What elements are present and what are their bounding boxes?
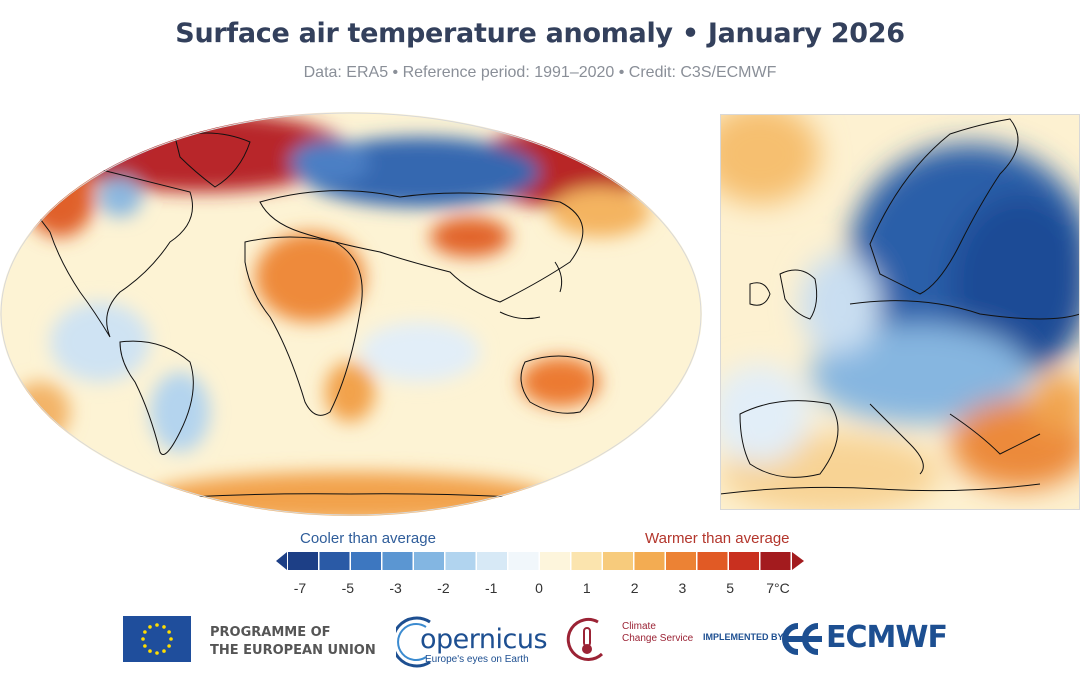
copernicus-logo-icon: [396, 616, 431, 668]
warm-anomaly-australia: [520, 357, 600, 407]
colorbar-tick-label: -5: [341, 580, 355, 596]
cool-anomaly-indian-ocean: [360, 322, 480, 382]
eu-flag-icon: [123, 616, 191, 662]
japan-coast: [554, 261, 563, 293]
warm-anomaly-black-sea: [1030, 374, 1080, 434]
colorbar-swatch: [571, 552, 602, 570]
warm-anomaly-pacific-north: [550, 187, 650, 237]
ecmwf-wordmark: ECMWF: [826, 620, 948, 655]
world-map-border: [0, 112, 702, 516]
eurasia-coast: [259, 190, 584, 303]
temperature-colorbar: [276, 552, 804, 570]
colorbar-swatch: [729, 552, 759, 570]
colorbar-tick-label: 2: [630, 580, 639, 596]
italy-coast: [869, 403, 924, 475]
colorbar-right-arrow: [792, 552, 804, 570]
warm-anomaly-sahara: [255, 232, 365, 322]
eu-star-icon: [167, 644, 171, 648]
north-america-coast: [9, 164, 193, 338]
colorbar-swatch: [508, 552, 539, 570]
colorbar-tick-label: 3: [678, 580, 687, 596]
indonesia-coast: [499, 311, 541, 320]
eu-line2: THE EUROPEAN UNION: [210, 643, 376, 658]
cool-anomaly-central-europe: [810, 324, 1030, 424]
c3s-line2: Change Service: [622, 633, 694, 644]
iberia-coast: [739, 400, 839, 478]
eu-star-icon: [148, 649, 152, 653]
colorbar-tick-label: 5: [726, 580, 735, 596]
eu-star-icon: [148, 625, 152, 629]
cold-anomaly-hudson: [98, 177, 142, 217]
europe-coastlines: [720, 118, 1080, 495]
footer-logos: PROGRAMME OF THE EUROPEAN UNION opernicu…: [0, 604, 1080, 675]
colorbar-swatch: [477, 552, 507, 570]
balkans-coast: [949, 413, 1041, 455]
cool-anomaly-south-america: [150, 372, 210, 452]
page-title: Surface air temperature anomaly • Januar…: [175, 18, 905, 49]
south-america-coast: [119, 340, 194, 455]
warm-anomaly-tibet: [430, 217, 510, 257]
eu-star-icon: [155, 651, 159, 655]
cool-anomaly-north-sea: [800, 254, 880, 354]
europe-anomaly-map: [720, 114, 1080, 510]
colorbar-swatch: [760, 552, 791, 570]
colorbar-swatch: [414, 552, 444, 570]
copernicus-wordmark: opernicus: [420, 624, 548, 655]
eu-star-icon: [155, 623, 159, 627]
eu-star-icon: [162, 625, 166, 629]
colorbar-swatch: [351, 552, 381, 570]
cold-anomaly-western-russia: [950, 194, 1080, 374]
warm-anomaly-alaska-west: [25, 157, 95, 237]
eu-star-icon: [169, 637, 173, 641]
colorbar-swatch: [445, 552, 476, 570]
colorbar-tick-label: 0: [535, 580, 543, 596]
world-anomaly-map: [0, 112, 702, 516]
colorbar-tick-label: -3: [389, 580, 402, 596]
ireland-coast: [749, 282, 771, 306]
cold-anomaly-scandinavia: [290, 140, 370, 184]
eu-programme-text: PROGRAMME OF THE EUROPEAN UNION: [210, 624, 376, 660]
cool-anomaly-pacific: [50, 302, 150, 382]
colorbar-tick-label: 7°C: [766, 580, 790, 596]
colorbar-swatch: [540, 552, 570, 570]
colorbar-tick-label: -2: [437, 580, 450, 596]
continent-north-coast: [849, 300, 1080, 320]
colorbar-tick-label: 1: [582, 580, 591, 596]
cold-anomaly-arctic-west: [20, 112, 140, 152]
britain-coast: [779, 269, 818, 320]
australia-coast: [520, 355, 594, 414]
colorbar-swatch: [634, 552, 665, 570]
legend-cooler-label: Cooler than average: [300, 530, 436, 547]
colorbar-tick-label: -7: [293, 580, 307, 596]
colorbar-swatch: [319, 552, 350, 570]
copernicus-tagline: Europe's eyes on Earth: [425, 654, 529, 665]
page-subtitle: Data: ERA5 • Reference period: 1991–2020…: [303, 64, 777, 81]
colorbar-swatch: [382, 552, 413, 570]
greenland-coast: [174, 132, 251, 188]
north-africa-coast: [720, 483, 1041, 495]
eu-star-icon: [167, 630, 171, 634]
colorbar-swatch: [666, 552, 696, 570]
warm-anomaly-north-atlantic: [720, 114, 820, 204]
eu-star-icon: [162, 649, 166, 653]
colorbar-swatch: [288, 552, 318, 570]
eu-star-icon: [143, 630, 147, 634]
eu-star-icon: [141, 637, 145, 641]
ecmwf-logo-icon: [782, 623, 822, 655]
colorbar-tick-label: -1: [484, 580, 498, 596]
colorbar-left-arrow: [276, 552, 287, 570]
colorbar-swatch: [603, 552, 633, 570]
c3s-wordmark: Climate Change Service: [622, 621, 693, 645]
c3s-thermometer-icon: [566, 617, 604, 661]
implemented-by-label: IMPLEMENTED BY: [703, 632, 784, 642]
scandinavia-coast: [869, 118, 1019, 295]
warm-anomaly-south-pacific: [10, 382, 70, 442]
legend-warmer-label: Warmer than average: [645, 530, 790, 547]
eu-line1: PROGRAMME OF: [210, 625, 331, 640]
warm-anomaly-south-africa: [325, 362, 375, 422]
eu-star-icon: [143, 644, 147, 648]
eu-stars: [141, 623, 173, 655]
c3s-line1: Climate: [622, 621, 656, 632]
colorbar-swatch: [697, 552, 728, 570]
